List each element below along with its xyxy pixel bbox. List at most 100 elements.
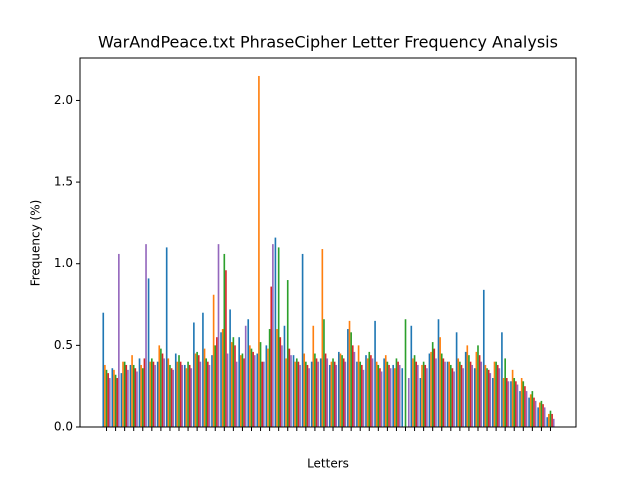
bar (449, 364, 452, 427)
bar (323, 319, 325, 427)
bar (315, 358, 318, 427)
bar (252, 351, 254, 427)
bar (165, 247, 168, 427)
bar (167, 358, 170, 427)
bar (208, 364, 211, 427)
bar (131, 355, 133, 427)
bar (428, 353, 431, 427)
bar (216, 337, 218, 427)
y-axis-label: Frequency (%) (29, 200, 43, 287)
bar (247, 319, 250, 427)
bar (513, 378, 516, 427)
bar (147, 278, 150, 427)
bar (229, 309, 231, 427)
bar (176, 361, 179, 427)
bar (371, 358, 374, 427)
bar (105, 369, 108, 427)
bar (256, 353, 259, 427)
bar (471, 364, 474, 427)
bar (324, 353, 327, 427)
bar (504, 358, 506, 427)
bar (238, 337, 240, 427)
bar (531, 391, 534, 427)
bar (203, 348, 206, 427)
bar (141, 368, 144, 427)
bar (493, 361, 496, 427)
bar (426, 368, 428, 427)
bar (277, 247, 280, 427)
bar (127, 369, 129, 427)
bar (125, 364, 128, 427)
bar (183, 364, 186, 427)
bar (492, 378, 494, 427)
bar (379, 368, 381, 427)
bar (111, 368, 114, 427)
bar (357, 345, 360, 427)
bar (394, 368, 396, 427)
bar (460, 364, 463, 427)
bar (281, 345, 283, 427)
bar (439, 337, 441, 427)
bar (185, 368, 188, 427)
bar (232, 337, 235, 427)
bar (375, 361, 378, 427)
bar (522, 381, 525, 427)
bar (342, 358, 345, 427)
bar (163, 358, 165, 427)
bar (226, 353, 229, 427)
bar (122, 361, 124, 427)
bar (524, 386, 526, 427)
bar (310, 361, 313, 427)
bar (196, 351, 198, 427)
bar (502, 378, 505, 427)
bar (102, 312, 105, 427)
bar (519, 391, 521, 427)
bar (388, 364, 390, 427)
bar (366, 358, 369, 427)
bar (181, 364, 184, 427)
y-tick-label: 2.0 (54, 93, 73, 107)
bar (549, 410, 552, 427)
bar (451, 368, 454, 427)
bar (457, 358, 460, 427)
bar (297, 361, 300, 427)
bar (486, 368, 488, 427)
bar (292, 355, 295, 427)
bar (123, 361, 126, 427)
bar (507, 381, 510, 427)
bar (234, 345, 236, 427)
bar (431, 342, 434, 427)
bar (223, 253, 226, 427)
bar (262, 361, 265, 427)
bar (412, 358, 414, 427)
bar (207, 361, 209, 427)
bar (172, 369, 175, 427)
bar (347, 329, 349, 427)
bar (415, 361, 418, 427)
bar (312, 325, 315, 427)
bar (435, 358, 437, 427)
bar (113, 369, 115, 427)
bar (341, 355, 343, 427)
bar (188, 364, 191, 427)
bar (308, 368, 310, 427)
bar (350, 332, 352, 427)
bar (362, 369, 365, 427)
bar (250, 348, 253, 427)
bar (537, 407, 539, 427)
bar (241, 353, 244, 427)
bar (258, 75, 260, 427)
bar (348, 320, 351, 427)
bar (154, 364, 156, 427)
bar (389, 368, 392, 427)
bar (214, 345, 217, 427)
bar (498, 368, 501, 427)
bar (368, 351, 371, 427)
bar (160, 348, 162, 427)
bar (276, 329, 278, 427)
bar (140, 364, 142, 427)
bar (326, 358, 329, 427)
x-axis-label: Letters (307, 457, 349, 471)
bar (359, 361, 362, 427)
